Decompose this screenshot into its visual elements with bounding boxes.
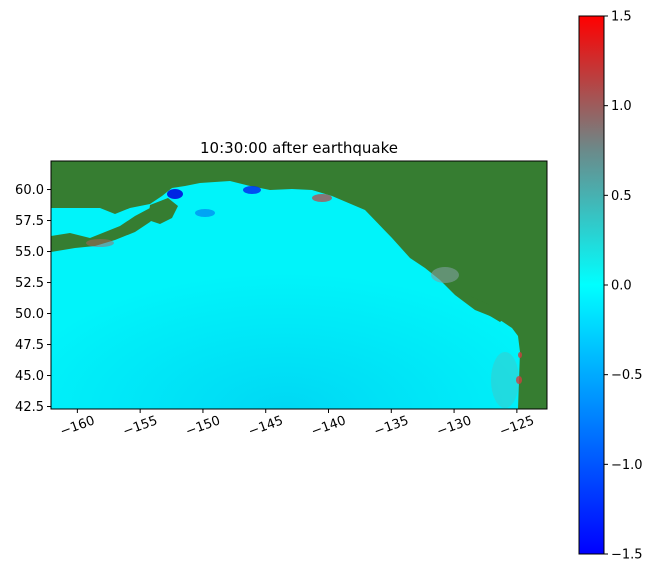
y-tick-label: 42.5 [15,400,44,415]
x-tick-label: −125 [498,413,537,439]
colorbar-tick-label: −1.5 [611,548,643,563]
x-tick-label: −135 [372,413,411,439]
anomaly [491,352,519,408]
x-tick-label: −150 [184,413,223,439]
alaska-peninsula [51,208,160,252]
anomaly [431,267,459,283]
x-tick-label: −140 [309,413,348,439]
colorbar-tick-label: −0.5 [611,368,643,383]
colorbar [578,15,605,555]
vancouver-island [468,296,505,322]
anomaly [86,239,114,247]
colorbar-tick-label: 1.0 [611,99,632,114]
x-tick-label: −130 [435,413,474,439]
colorbar-axis: −1.5 −1.0 −0.5 0.0 0.5 1.0 1.5 [604,10,643,563]
y-tick-label: 47.5 [15,338,44,353]
y-axis: 42.5 45.0 47.5 50.0 52.5 55.0 57.5 60.0 [15,183,51,415]
chart-title: 10:30:00 after earthquake [200,139,398,157]
kodiak-island [148,198,178,224]
colorbar-tick-label: 0.5 [611,189,632,204]
y-tick-label: 52.5 [15,276,44,291]
anomaly [195,209,215,217]
y-tick-label: 57.5 [15,214,44,229]
anomaly [518,352,522,358]
ocean [51,181,520,409]
anomaly [167,189,183,199]
colorbar-tick-label: 1.5 [611,10,632,25]
anomaly [243,186,261,194]
x-tick-label: −145 [247,413,286,439]
x-tick-label: −155 [121,413,160,439]
axes-frame [50,160,548,410]
map-area [51,161,547,409]
x-tick-label: −160 [58,413,97,439]
y-tick-label: 55.0 [15,245,44,260]
anomaly [516,376,522,384]
y-tick-label: 50.0 [15,307,44,322]
colorbar-tick-label: 0.0 [611,279,632,294]
y-tick-label: 60.0 [15,183,44,198]
x-axis: −160 −155 −150 −145 −140 −135 −130 −125 [58,409,536,440]
anomaly [312,194,332,202]
colorbar-tick-label: −1.0 [611,458,643,473]
y-tick-label: 45.0 [15,369,44,384]
